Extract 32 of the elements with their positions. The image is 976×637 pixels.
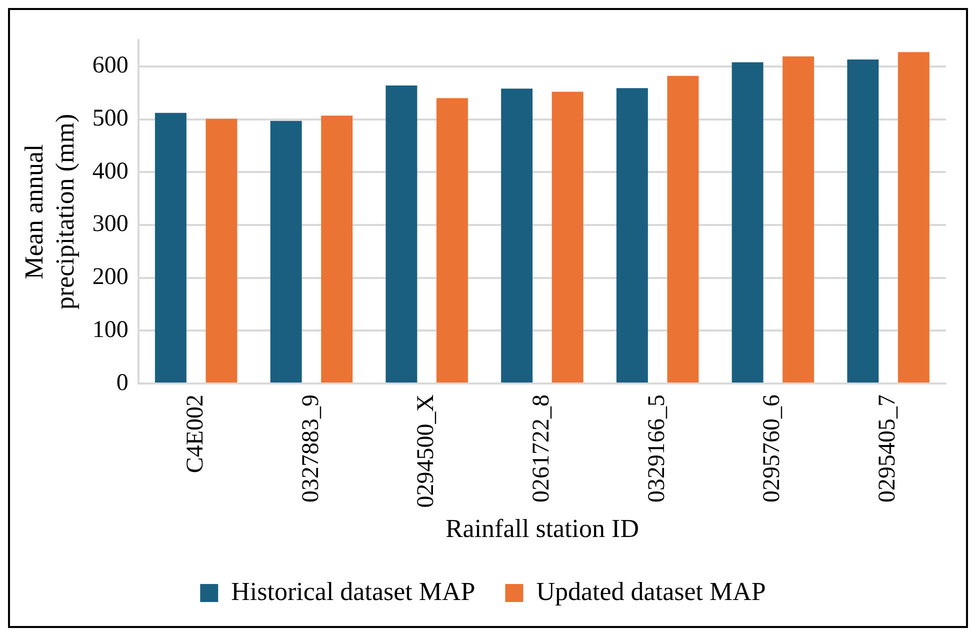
x-tick-label: 0295760_6	[759, 394, 786, 502]
x-tick-label: 0327883_9	[298, 394, 324, 502]
x-tick-label: C4E002	[182, 394, 208, 474]
bar	[436, 98, 468, 382]
legend-label: Historical dataset MAP	[231, 576, 476, 606]
bar	[552, 92, 584, 382]
y-axis-title: Mean annual precipitation (mm)	[19, 114, 80, 310]
y-tick-label: 0	[116, 370, 128, 396]
bar	[847, 60, 879, 382]
bar	[898, 52, 930, 382]
bar	[782, 56, 814, 382]
bar	[321, 116, 353, 382]
x-tick-label: 0295405_7	[874, 394, 901, 502]
bar	[386, 85, 418, 382]
bar	[270, 120, 302, 382]
y-tick-label: 200	[92, 264, 128, 290]
y-tick-label: 600	[92, 52, 128, 79]
bar	[206, 118, 238, 382]
y-tick-label: 500	[92, 106, 128, 132]
x-axis-title: Rainfall station ID	[445, 514, 639, 544]
bar	[667, 76, 699, 382]
y-tick-label: 100	[92, 316, 128, 343]
y-tick-label: 400	[92, 158, 128, 184]
bar	[732, 62, 764, 382]
bar	[154, 112, 186, 382]
bar	[501, 88, 533, 382]
x-tick-label: 0261722_8	[528, 394, 554, 502]
bar	[616, 88, 648, 382]
x-tick-label: 0294500_X	[413, 394, 440, 508]
x-tick-label: 0329166_5	[644, 394, 670, 502]
y-tick-label: 300	[92, 211, 128, 238]
legend-label: Updated dataset MAP	[536, 576, 766, 606]
